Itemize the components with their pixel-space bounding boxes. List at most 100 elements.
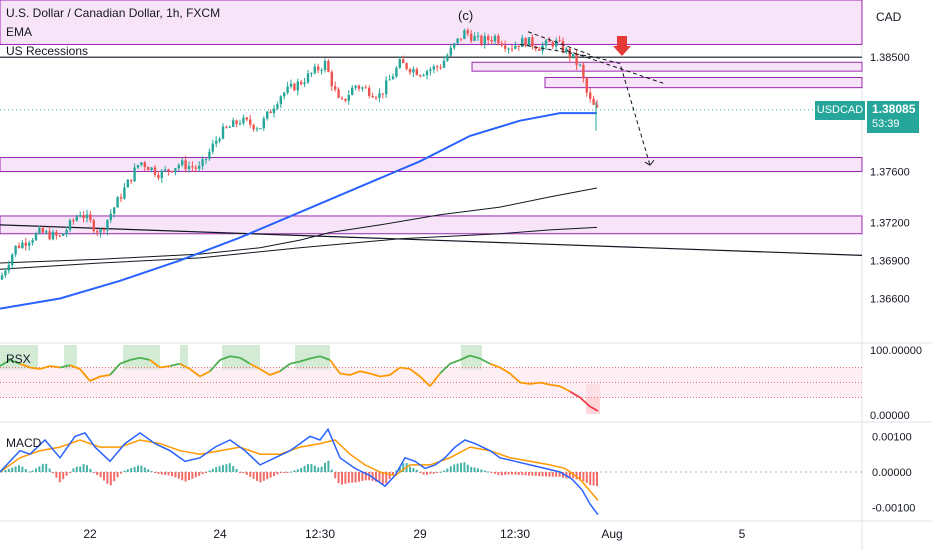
candle — [276, 104, 279, 109]
macd-histogram-bar — [208, 470, 211, 472]
candle — [14, 245, 17, 255]
macd-histogram-bar — [555, 472, 558, 477]
rsx-highlight — [461, 345, 482, 370]
macd-histogram-bar — [290, 471, 292, 473]
candle — [388, 79, 391, 81]
candle — [456, 38, 459, 44]
candle — [483, 36, 486, 45]
rsx-highlight — [180, 345, 188, 370]
macd-histogram-bar — [490, 472, 493, 473]
macd-histogram-bar — [313, 465, 316, 472]
macd-histogram-bar — [470, 466, 473, 472]
candle — [238, 123, 242, 125]
zone-1 — [471, 61, 863, 72]
macd-histogram-bar — [256, 472, 258, 481]
resistance-dash — [559, 47, 666, 85]
macd-histogram-bar — [524, 472, 527, 476]
rsx-line-segment — [339, 372, 351, 376]
macd-histogram-bar — [415, 469, 418, 472]
candle — [133, 167, 136, 182]
macd-histogram-bar — [11, 467, 14, 472]
candle — [65, 230, 68, 234]
candle — [558, 40, 561, 42]
candle — [58, 235, 61, 237]
macd-histogram-bar — [388, 472, 391, 480]
currency-label[interactable]: CAD — [876, 10, 902, 24]
rsx-line-segment — [369, 372, 381, 378]
price-tick-label: 1.36900 — [870, 255, 910, 267]
macd-histogram-bar — [174, 472, 177, 478]
rsx-line-segment — [429, 372, 441, 387]
rsx-line-segment — [269, 370, 281, 376]
candle — [589, 92, 592, 99]
rsx-line-segment — [189, 368, 201, 378]
macd-histogram-bar — [296, 469, 299, 472]
macd-histogram-bar — [35, 468, 37, 472]
macd-histogram-bar — [449, 466, 452, 472]
macd-histogram-bar — [143, 467, 146, 472]
candle — [490, 40, 493, 42]
candle — [565, 48, 568, 52]
indicator-ema-label: EMA — [6, 25, 33, 39]
candle — [415, 69, 418, 76]
macd-histogram-bar — [235, 468, 238, 472]
candle — [140, 162, 143, 165]
macd-histogram-bar — [276, 472, 279, 475]
macd-histogram-bar — [436, 472, 439, 473]
candle — [245, 117, 248, 120]
candle — [130, 179, 133, 182]
candle — [572, 54, 575, 58]
macd-histogram-bar — [130, 468, 133, 472]
candle — [340, 97, 344, 99]
candle — [442, 60, 446, 68]
macd-histogram-bar — [41, 463, 44, 472]
macd-histogram-bar — [330, 469, 333, 472]
macd-histogram-bar — [463, 462, 466, 472]
candle — [41, 227, 44, 233]
rsx-line-segment — [529, 381, 541, 385]
candle — [391, 76, 395, 80]
candle — [334, 86, 337, 90]
rsx-tick-label: 100.00000 — [870, 345, 922, 357]
candle — [531, 37, 534, 47]
rsx-line-segment — [229, 355, 241, 359]
projection-path — [519, 44, 651, 166]
macd-histogram-bar — [582, 472, 585, 482]
candle — [446, 55, 449, 61]
candle — [184, 160, 187, 170]
candle — [4, 270, 7, 276]
macd-histogram-bar — [504, 472, 507, 475]
symbol-badge: USDCAD — [815, 101, 865, 120]
candle — [385, 80, 388, 95]
candle — [578, 64, 582, 66]
candle — [92, 220, 95, 232]
macd-histogram-bar — [215, 467, 218, 472]
macd-histogram-bar — [225, 464, 228, 472]
rsx-line-segment — [439, 363, 451, 375]
candle — [160, 170, 163, 179]
candle — [422, 75, 425, 77]
candle — [381, 93, 384, 95]
macd-histogram-bar — [273, 472, 275, 477]
macd-histogram-bar — [409, 466, 411, 472]
candle — [480, 35, 483, 45]
bar-countdown: 53:39 — [872, 118, 900, 130]
rsx-line-segment — [399, 366, 411, 370]
chart-legend: U.S. Dollar / Canadian Dollar, 1h, FXCM … — [6, 4, 220, 61]
candle — [232, 120, 235, 127]
rsx-line-segment — [509, 372, 521, 384]
macd-histogram-bar — [385, 472, 388, 484]
rsx-line-segment — [159, 365, 171, 369]
candle — [143, 162, 146, 168]
rsx-line-segment — [169, 362, 181, 367]
candle — [204, 158, 208, 160]
rsx-line-segment — [239, 356, 251, 365]
candle — [524, 38, 527, 46]
rsx-line-segment — [219, 355, 231, 361]
sell-arrow-icon — [613, 36, 631, 56]
macd-histogram-bar — [337, 472, 340, 484]
candle — [534, 46, 537, 50]
macd-histogram-bar — [381, 472, 384, 484]
macd-histogram-bar — [171, 472, 173, 477]
